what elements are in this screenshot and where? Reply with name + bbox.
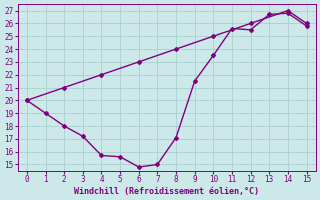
X-axis label: Windchill (Refroidissement éolien,°C): Windchill (Refroidissement éolien,°C) (74, 187, 259, 196)
